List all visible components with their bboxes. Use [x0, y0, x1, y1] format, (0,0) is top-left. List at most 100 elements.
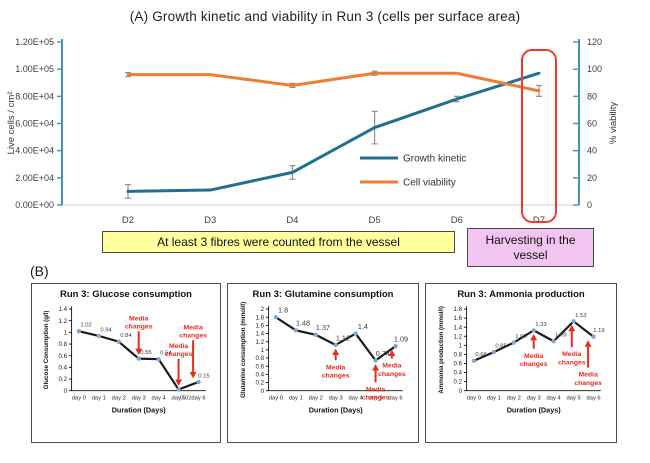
annotation-text: Media	[382, 363, 401, 370]
data-marker	[531, 328, 536, 333]
y-axis-title: Glutamine consumption (mmol/l)	[240, 302, 247, 398]
data-label: 1.19	[593, 328, 604, 334]
x-tick-label: day 3	[527, 396, 541, 402]
annotation-text: Media	[183, 324, 202, 331]
y-tick-label: 0	[459, 388, 463, 395]
data-marker	[273, 315, 279, 320]
x-category-label: D3	[204, 215, 216, 226]
annotation-text: changes	[322, 372, 350, 379]
arrow-head-down	[175, 379, 183, 386]
arrow-head-up	[388, 349, 396, 357]
y-tick-label: 0.2	[256, 380, 265, 387]
note-fibre-count: At least 3 fibres were counted from the …	[102, 231, 455, 253]
x-tick-label: day 1	[289, 396, 303, 402]
annotation-text: changes	[558, 359, 586, 366]
y-tick-label: 1.6	[256, 322, 265, 329]
y-axis-title: Glucose Consumption (g/l)	[43, 311, 50, 390]
data-label: 1.09	[394, 335, 408, 344]
y-tick-label: 1	[64, 329, 68, 336]
left-tick-label: 1.00E+05	[15, 64, 54, 74]
arrow-head-up	[568, 324, 576, 332]
data-marker	[373, 358, 378, 363]
panel-b-label: (B)	[30, 263, 49, 279]
y-tick-label: 2	[261, 306, 265, 313]
data-marker	[511, 340, 516, 345]
x-tick-label: day 5	[566, 396, 580, 402]
x-tick-label: day 2	[507, 396, 521, 402]
right-tick-label: 40	[587, 146, 597, 156]
data-marker	[551, 339, 556, 344]
x-axis-title: Duration (Days)	[112, 405, 167, 414]
data-marker	[116, 339, 121, 344]
left-tick-label: 4.00E+04	[15, 146, 54, 156]
series-line-cell-viability	[126, 71, 541, 93]
data-marker	[293, 328, 298, 333]
glutamine-chart-box: Run 3: Glutamine consumption 0 0.2 0.4 0.6 0…	[227, 283, 419, 443]
right-axis-title: % viability	[608, 102, 619, 144]
x-category-label: D4	[286, 215, 298, 226]
data-label: 1.33	[535, 322, 547, 328]
ammonia-chart-title: Run 3: Ammonia production	[457, 289, 585, 300]
data-label: 0.85	[495, 344, 507, 350]
y-tick-label: 1.4	[59, 306, 68, 313]
x-tick-label: day 1	[487, 396, 501, 402]
y-tick-label: 1.4	[454, 324, 463, 331]
y-tick-label: 1.8	[454, 306, 463, 313]
x-axis-title: Duration (Days)	[309, 405, 364, 414]
left-tick-label: 2.00E+04	[15, 173, 54, 183]
glucose-chart-box: Run 3: Glucose consumption 0 0.2 0.4 0.6 0.8…	[31, 283, 221, 443]
data-label: 1.09	[555, 333, 566, 339]
x-tick-label: day 5	[368, 396, 382, 402]
ammonia-chart-box: Run 3: Ammonia production 0 0.2 0.4 0.6 0.8 1…	[425, 283, 617, 443]
x-tick-label: day 6	[191, 396, 205, 402]
data-marker	[76, 329, 82, 334]
data-label: 1.02	[80, 323, 91, 329]
note-harvesting: Harvesting in the vessel	[467, 228, 594, 267]
data-label: 0.55	[140, 350, 152, 356]
harvest-highlight-box	[521, 49, 557, 223]
x-tick-label: day 6	[586, 396, 600, 402]
main-plot: 0.00E+00 0 2.00E+04 20 4.00E+04 40 6.00E+04 60 8…	[6, 37, 619, 226]
data-label: 0.02	[180, 395, 191, 401]
x-tick-label: day 0	[467, 396, 481, 402]
ammonia-plot: 0 0.2 0.4 0.6 0.8 1 1.2 1.4 1.6 1.8 day 0 day 1 day …	[438, 306, 605, 414]
y-tick-label: 0.8	[59, 341, 68, 348]
data-label: 0.74	[376, 349, 390, 358]
y-tick-label: 1	[261, 347, 265, 354]
ammonia-chart: 0 0.2 0.4 0.6 0.8 1 1.2 1.4 1.6 1.8 day 0 day 1 day …	[438, 306, 605, 414]
left-tick-label: 0.00E+00	[15, 200, 54, 210]
data-marker	[136, 356, 141, 361]
right-tick-label: 20	[587, 173, 597, 183]
annotation-text: Media	[326, 364, 345, 371]
x-axis-title: Duration (Days)	[507, 405, 562, 414]
x-tick-label: day 0	[269, 396, 283, 402]
glucose-plot: 0 0.2 0.4 0.6 0.8 1 1.2 1.4 day 0 day 1 day 2 day 3…	[43, 306, 210, 414]
y-tick-label: 0.4	[256, 371, 265, 378]
y-tick-label: 0.4	[454, 370, 463, 377]
data-marker	[156, 357, 161, 362]
data-label: 1.8	[278, 306, 288, 315]
right-tick-label: 120	[587, 37, 602, 47]
y-tick-label: 1.2	[59, 318, 68, 325]
annotation-text: changes	[165, 351, 193, 358]
annotation-text: changes	[125, 323, 153, 330]
x-tick-label: day 3	[329, 396, 343, 402]
y-tick-label: 0.2	[454, 379, 463, 386]
data-marker	[591, 334, 596, 339]
annotation-text: changes	[362, 394, 390, 401]
arrow-head-up	[372, 364, 380, 371]
y-tick-label: 0	[261, 388, 265, 395]
left-tick-label: 8.00E+04	[15, 91, 54, 101]
data-marker	[313, 332, 318, 337]
annotation-text: Media	[524, 353, 543, 360]
annotation-text: changes	[520, 361, 548, 368]
x-tick-label: day 4	[547, 396, 562, 402]
